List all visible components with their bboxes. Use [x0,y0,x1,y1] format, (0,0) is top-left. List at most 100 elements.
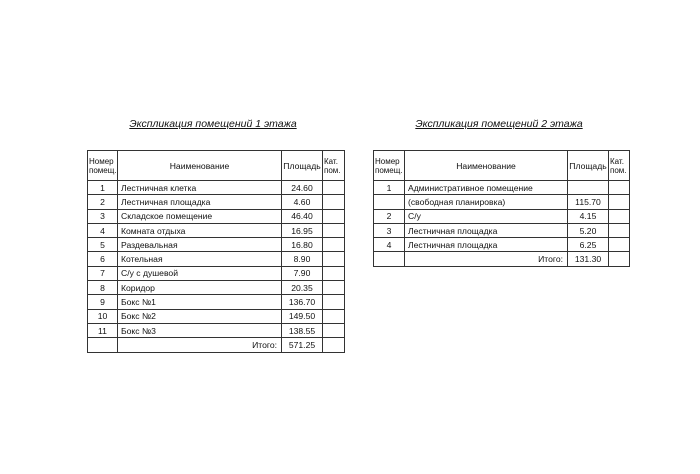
column-header-area: Площадь [567,150,609,181]
table-row: 2 Лестничная площадка 4.60 [87,194,345,210]
cell-name: Бокс №3 [117,322,282,339]
cell-area: 20.35 [281,280,323,296]
cell-cat [608,194,630,210]
cell-cat [322,179,345,196]
column-header-name: Наименование [404,150,568,181]
cell-num: 7 [87,265,118,282]
table-row: 1 Административное помещение [373,179,630,196]
cell-num: 2 [373,208,405,224]
cell-empty [87,337,118,353]
cell-name: Лестничная площадка [117,194,282,210]
cell-name: (свободная планировка) [404,194,568,210]
cell-name: Комната отдыха [117,222,282,239]
cell-area: 4.60 [281,194,323,210]
cell-area: 4.15 [567,208,609,224]
total-value: 131.30 [567,251,609,267]
table-row: (свободная планировка) 115.70 [373,194,630,210]
cell-num: 11 [87,322,118,339]
cell-cat [322,237,345,253]
table-row: 5 Раздевальная 16.80 [87,237,345,253]
cell-name: Лестничная площадка [404,237,568,253]
cell-name: Раздевальная [117,237,282,253]
cell-area: 16.95 [281,222,323,239]
cell-area: 6.25 [567,237,609,253]
cell-num: 3 [87,208,118,224]
column-header-num: Номер помещ. [87,150,118,181]
table-row: 10 Бокс №2 149.50 [87,308,345,324]
cell-name: Бокс №2 [117,308,282,324]
cell-num: 6 [87,251,118,267]
cell-area: 138.55 [281,322,323,339]
table-row: 3 Складское помещение 46.40 [87,208,345,224]
total-row: Итого: 571.25 [87,337,345,353]
cell-area: 46.40 [281,208,323,224]
cell-name: Административное помещение [404,179,568,196]
cell-empty [322,337,345,353]
column-header-cat: Кат. пом. [322,150,345,181]
floor1-table: Номер помещ. Наименование Площадь Кат. пом.… [87,150,345,353]
cell-num: 1 [373,179,405,196]
cell-name: С/у с душевой [117,265,282,282]
cell-area: 149.50 [281,308,323,324]
cell-area: 8.90 [281,251,323,267]
cell-cat [322,294,345,310]
cell-area [567,179,609,196]
cell-name: Лестничная клетка [117,179,282,196]
cell-cat [322,322,345,339]
column-header-area: Площадь [281,150,323,181]
total-label: Итого: [117,337,282,353]
table-row: 11 Бокс №3 138.55 [87,322,345,339]
table-row: 2 С/у 4.15 [373,208,630,224]
cell-num: 4 [373,237,405,253]
table-row: 9 Бокс №1 136.70 [87,294,345,310]
cell-cat [322,280,345,296]
table-row: 8 Коридор 20.35 [87,280,345,296]
cell-area: 5.20 [567,222,609,239]
cell-cat [322,194,345,210]
cell-num: 10 [87,308,118,324]
cell-area: 115.70 [567,194,609,210]
floor2-table: Номер помещ. Наименование Площадь Кат. пом.… [373,150,630,267]
cell-num: 9 [87,294,118,310]
cell-num: 2 [87,194,118,210]
column-header-num: Номер помещ. [373,150,405,181]
cell-cat [608,208,630,224]
cell-name: Коридор [117,280,282,296]
cell-cat [608,237,630,253]
table-row: 7 С/у с душевой 7.90 [87,265,345,282]
floor2-title: Экспликация помещений 2 этажа [415,118,583,130]
column-header-cat: Кат. пом. [608,150,630,181]
cell-name: Котельная [117,251,282,267]
cell-num: 1 [87,179,118,196]
floor1-title: Экспликация помещений 1 этажа [129,118,297,130]
cell-num: 3 [373,222,405,239]
cell-area: 136.70 [281,294,323,310]
table-row: 3 Лестничная площадка 5.20 [373,222,630,239]
cell-empty [608,251,630,267]
table-row: 6 Котельная 8.90 [87,251,345,267]
cell-cat [608,179,630,196]
table-row: 4 Комната отдыха 16.95 [87,222,345,239]
total-value: 571.25 [281,337,323,353]
header-row: Номер помещ. Наименование Площадь Кат. пом. [87,150,345,181]
cell-cat [322,265,345,282]
table-row: 1 Лестничная клетка 24.60 [87,179,345,196]
cell-cat [322,208,345,224]
cell-area: 24.60 [281,179,323,196]
cell-num [373,194,405,210]
total-label: Итого: [404,251,568,267]
cell-num: 4 [87,222,118,239]
total-row: Итого: 131.30 [373,251,630,267]
cell-cat [322,222,345,239]
cell-empty [373,251,405,267]
cell-num: 8 [87,280,118,296]
cell-name: Лестничная площадка [404,222,568,239]
cell-cat [322,251,345,267]
cell-name: Складское помещение [117,208,282,224]
cell-area: 7.90 [281,265,323,282]
cell-area: 16.80 [281,237,323,253]
table-row: 4 Лестничная площадка 6.25 [373,237,630,253]
cell-cat [608,222,630,239]
cell-name: Бокс №1 [117,294,282,310]
cell-cat [322,308,345,324]
